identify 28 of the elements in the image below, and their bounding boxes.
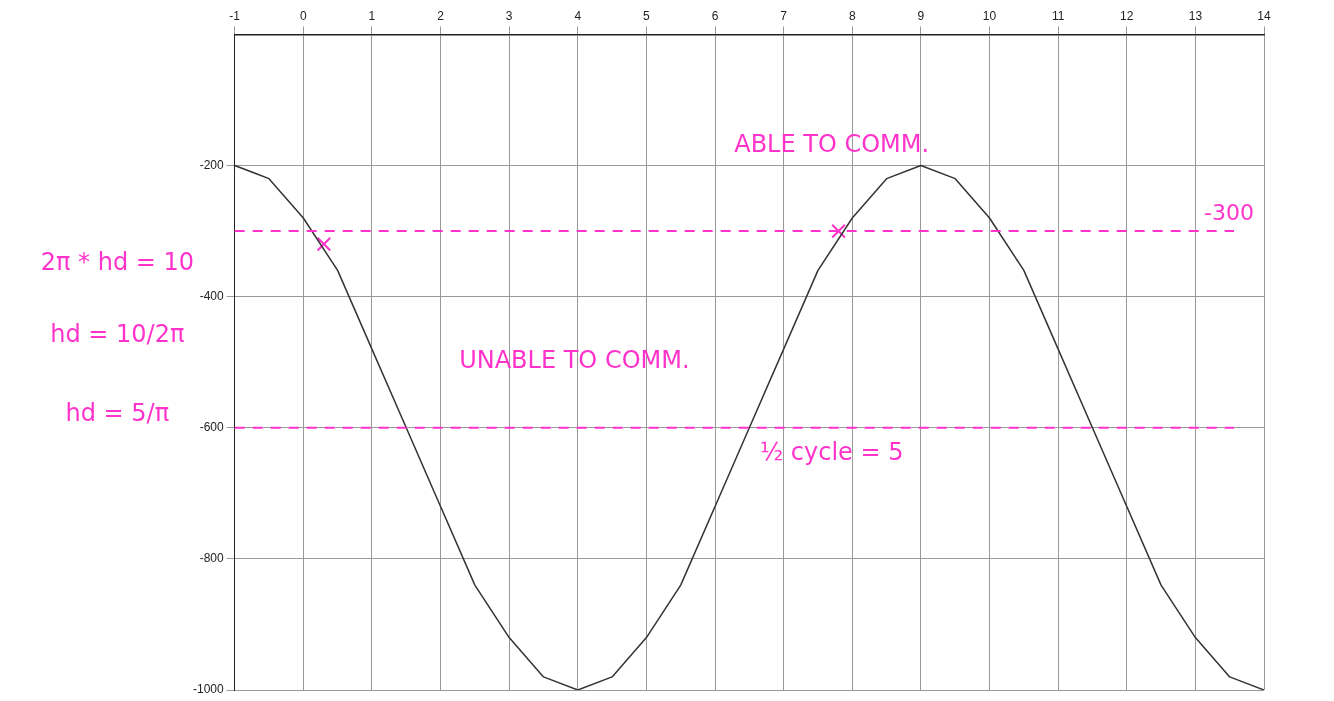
text: hd = 5/π xyxy=(65,398,170,427)
annotation: UNABLE TO COMM. xyxy=(459,346,690,375)
y-tick-label: -200 xyxy=(199,157,224,172)
x-tick-label: 1 xyxy=(368,8,376,23)
x-tick-label: 2 xyxy=(437,8,445,23)
x-tick-label: 4 xyxy=(574,8,582,23)
y-tick-label: -1000 xyxy=(192,682,225,697)
x-tick-label: 0 xyxy=(299,8,307,23)
x-tick-label: 6 xyxy=(711,8,719,23)
x-tick-label: 3 xyxy=(505,8,513,23)
text: 2π * hd = 10 xyxy=(40,248,195,277)
x-tick-label: 7 xyxy=(780,8,788,23)
y-tick-label: -600 xyxy=(199,420,224,435)
text: hd = 10/2π xyxy=(50,320,185,349)
x-tick-label: 10 xyxy=(982,8,997,23)
x-tick-label: 5 xyxy=(643,8,651,23)
x-tick-label: 13 xyxy=(1188,8,1203,23)
x-tick-label: 12 xyxy=(1120,8,1134,23)
x-tick-label: -1 xyxy=(229,8,241,23)
x-tick-label: 8 xyxy=(848,8,856,23)
x-tick-label: 14 xyxy=(1257,8,1271,23)
annotation: ABLE TO COMM. xyxy=(734,130,930,159)
y-tick-label: -400 xyxy=(199,288,224,303)
x-tick-label: 11 xyxy=(1051,8,1065,23)
ref-line-label: -300 xyxy=(1204,199,1254,225)
annotation: ½ cycle = 5 xyxy=(759,438,904,467)
x-tick-label: 9 xyxy=(917,8,925,23)
y-tick-label: -800 xyxy=(199,551,224,566)
